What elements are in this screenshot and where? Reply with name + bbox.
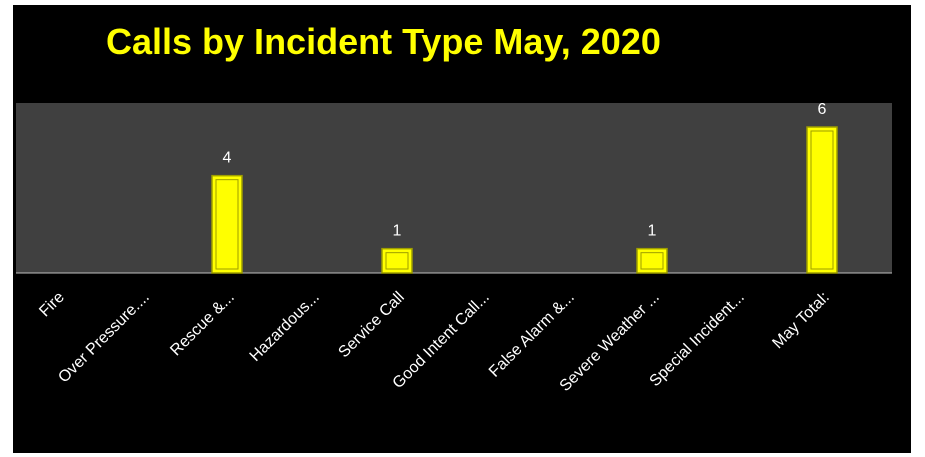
data-label: 1 (648, 223, 657, 240)
data-label: 4 (223, 150, 232, 167)
x-tick-label: Fire (36, 289, 68, 321)
bar (382, 249, 412, 273)
bar (637, 249, 667, 273)
bar (212, 176, 242, 273)
x-tick-label: Good Intent Call... (390, 289, 493, 392)
x-tick-label: Service Call (335, 289, 407, 361)
plot-area (16, 103, 892, 273)
x-tick-label: Special Incident... (647, 289, 748, 390)
bar (807, 127, 837, 273)
x-tick-label: False Alarm &... (486, 289, 578, 381)
x-tick-label: Rescue &... (167, 289, 238, 360)
x-tick-label: May Total: (769, 289, 832, 352)
x-tick-label: Over Pressure.... (55, 289, 153, 387)
data-label: 6 (818, 101, 827, 118)
data-label: 1 (393, 223, 402, 240)
x-tick-label: Hazardous... (247, 289, 323, 365)
